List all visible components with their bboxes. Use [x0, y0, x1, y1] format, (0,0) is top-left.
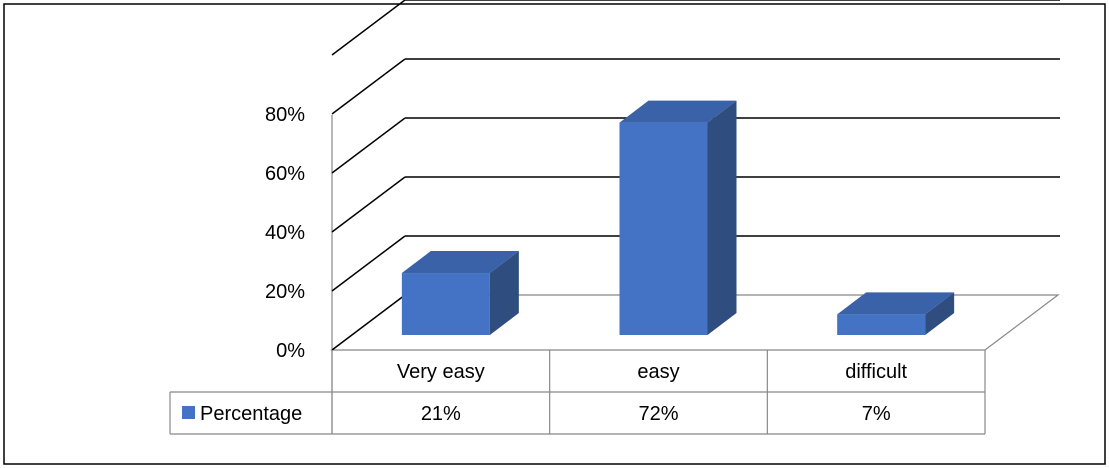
y-tick-label: 80%	[265, 104, 305, 126]
legend-swatch	[182, 406, 195, 419]
gridline-side	[331, 176, 406, 233]
bar-front	[401, 273, 490, 335]
bar-side	[489, 251, 519, 335]
data-label: 72%	[638, 403, 678, 425]
gridline-side	[331, 294, 406, 351]
legend-label: Percentage	[200, 403, 302, 425]
bar-front	[837, 314, 926, 335]
bar-side	[707, 100, 737, 335]
bar-top	[619, 100, 737, 123]
gridline-side	[331, 235, 406, 292]
data-table: Very easy 21% easy 72% difficult 7% Percentage	[169, 350, 986, 435]
data-label: 21%	[421, 403, 461, 425]
bar-side	[925, 292, 955, 335]
bar-top	[837, 292, 955, 315]
bar-front	[619, 122, 708, 335]
bar-top	[401, 251, 519, 274]
bars	[401, 100, 955, 335]
category-label: easy	[637, 361, 679, 383]
category-label: difficult	[845, 361, 907, 383]
category-label: Very easy	[397, 361, 485, 383]
y-tick-label: 20%	[265, 281, 305, 303]
gridline-side	[331, 58, 406, 115]
chart-border	[3, 3, 1106, 465]
gridline-side	[331, 117, 406, 174]
gridline-side	[331, 0, 406, 56]
y-tick-label: 60%	[265, 163, 305, 185]
y-tick-label: 40%	[265, 222, 305, 244]
y-tick-label: 0%	[276, 340, 305, 362]
data-label: 7%	[862, 403, 891, 425]
y-axis-ticks: 0% 20% 40% 60% 80%	[265, 104, 305, 362]
